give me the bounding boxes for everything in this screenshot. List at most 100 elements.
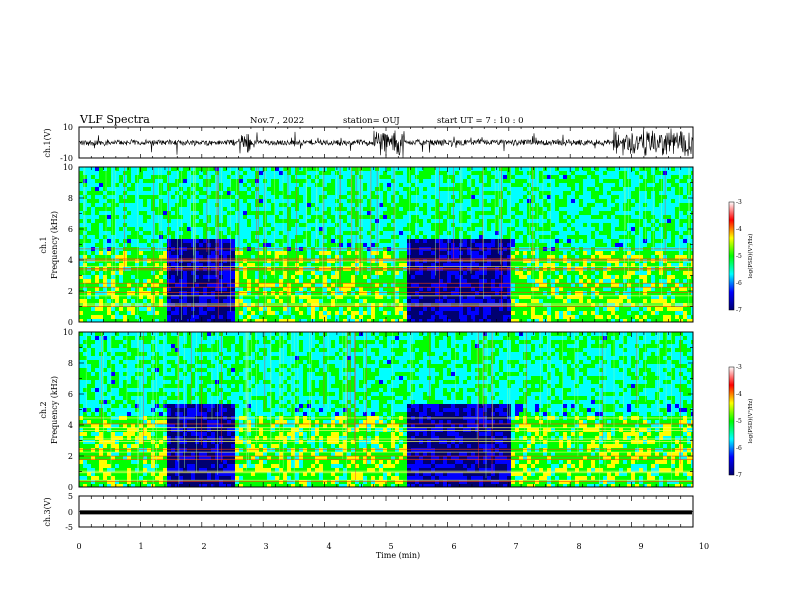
spectrogram-cell bbox=[99, 175, 103, 179]
spectrogram-cell bbox=[191, 243, 195, 247]
spectrogram-cell bbox=[403, 263, 407, 267]
spectrogram-cell bbox=[487, 211, 491, 215]
spectrogram-cell bbox=[407, 319, 411, 322]
spectrogram-cell bbox=[147, 183, 151, 187]
spectrogram-cell bbox=[491, 251, 495, 255]
spectrogram-cell bbox=[251, 231, 255, 235]
spectrogram-cell bbox=[351, 319, 355, 322]
spectrogram-cell bbox=[187, 199, 191, 203]
spectrogram-cell bbox=[307, 235, 311, 239]
spectrogram-cell bbox=[579, 187, 583, 191]
spectrogram-cell bbox=[383, 239, 387, 243]
spectrogram-cell bbox=[395, 175, 399, 179]
spectrogram-cell bbox=[359, 295, 363, 299]
spectrogram-cell bbox=[391, 255, 395, 259]
spectrogram-cell bbox=[403, 199, 407, 203]
spectrogram-cell bbox=[367, 187, 371, 191]
spectrogram-cell bbox=[507, 199, 511, 203]
spectrogram-cell bbox=[91, 191, 95, 195]
spectrogram-cell bbox=[379, 311, 383, 315]
spectrogram-cell bbox=[451, 267, 455, 271]
spectrogram-cell bbox=[119, 255, 123, 259]
spectrogram-cell bbox=[99, 203, 103, 207]
spectrogram-cell bbox=[499, 287, 503, 291]
spectrogram-cell bbox=[231, 179, 235, 183]
spectrogram-cell bbox=[415, 307, 419, 311]
spectrogram-cell bbox=[143, 239, 147, 243]
spectrogram-cell bbox=[219, 215, 223, 219]
spectrogram-cell bbox=[371, 175, 375, 179]
spectrogram-cell bbox=[575, 279, 579, 283]
spectrogram-cell bbox=[267, 211, 271, 215]
spectrogram-cell bbox=[419, 307, 423, 311]
spectrogram-cell bbox=[503, 227, 507, 231]
spectrogram-cell bbox=[243, 167, 247, 171]
spectrogram-cell bbox=[511, 311, 515, 315]
spectrogram-cell bbox=[431, 235, 435, 239]
spectrogram-cell bbox=[339, 179, 343, 183]
spectrogram-cell bbox=[567, 195, 571, 199]
spectrogram-cell bbox=[251, 275, 255, 279]
spectrogram-cell bbox=[167, 287, 171, 291]
spectrogram-cell bbox=[135, 271, 139, 275]
spectrogram-cell bbox=[395, 231, 399, 235]
spectrogram-cell bbox=[299, 263, 303, 267]
spectrogram-cell bbox=[187, 279, 191, 283]
spectrogram-cell bbox=[219, 315, 223, 319]
spectrogram-cell bbox=[527, 319, 531, 322]
spectrogram-cell bbox=[343, 223, 347, 227]
spectrogram-cell bbox=[183, 191, 187, 195]
spectrogram-cell bbox=[287, 203, 291, 207]
spectrogram-cell bbox=[223, 231, 227, 235]
spectrogram-cell bbox=[487, 275, 491, 279]
spectrogram-cell bbox=[471, 283, 475, 287]
spectrogram-cell bbox=[519, 231, 523, 235]
spectrogram-cell bbox=[323, 283, 327, 287]
spectrogram-cell bbox=[227, 215, 231, 219]
spectrogram-cell bbox=[543, 199, 547, 203]
spectrogram-cell bbox=[279, 319, 283, 322]
spectrogram-cell bbox=[491, 227, 495, 231]
spectrogram-cell bbox=[391, 251, 395, 255]
spectrogram-cell bbox=[575, 187, 579, 191]
spectrogram-cell bbox=[315, 239, 319, 243]
spectrogram-cell bbox=[167, 271, 171, 275]
spectrogram-cell bbox=[99, 215, 103, 219]
spectrogram-cell bbox=[131, 199, 135, 203]
spectrogram-cell bbox=[563, 311, 567, 315]
spectrogram-cell bbox=[339, 243, 343, 247]
spectrogram-cell bbox=[179, 187, 183, 191]
spectrogram-cell bbox=[467, 295, 471, 299]
spectrogram-cell bbox=[331, 251, 335, 255]
spectrogram-cell bbox=[427, 167, 431, 171]
spectrogram-cell bbox=[239, 255, 243, 259]
spectrogram-cell bbox=[307, 183, 311, 187]
spectrogram-cell bbox=[111, 187, 115, 191]
spectrogram-cell bbox=[87, 187, 91, 191]
spectrogram-cell bbox=[291, 299, 295, 303]
spectrogram-cell bbox=[259, 287, 263, 291]
spectrogram-cell bbox=[311, 307, 315, 311]
spectrogram-cell bbox=[195, 275, 199, 279]
spectrogram-cell bbox=[203, 195, 207, 199]
spectrogram-cell bbox=[463, 251, 467, 255]
spectrogram-cell bbox=[91, 307, 95, 311]
spectrogram-cell bbox=[547, 279, 551, 283]
spectrogram-cell bbox=[503, 271, 507, 275]
spectrogram-cell bbox=[219, 231, 223, 235]
spectrogram-cell bbox=[459, 271, 463, 275]
spectrogram-cell bbox=[319, 287, 323, 291]
spectrogram-cell bbox=[411, 275, 415, 279]
spectrogram-cell bbox=[335, 263, 339, 267]
spectrogram-cell bbox=[571, 167, 575, 171]
spectrogram-cell bbox=[427, 227, 431, 231]
spectrogram-cell bbox=[295, 251, 299, 255]
spectrogram-cell bbox=[247, 183, 251, 187]
spectrogram-cell bbox=[471, 319, 475, 322]
spectrogram-cell bbox=[511, 251, 515, 255]
spectrogram-cell bbox=[239, 203, 243, 207]
spectrogram-cell bbox=[383, 263, 387, 267]
spectrogram-cell bbox=[383, 243, 387, 247]
spectrogram-cell bbox=[107, 203, 111, 207]
spectrogram-cell bbox=[171, 279, 175, 283]
